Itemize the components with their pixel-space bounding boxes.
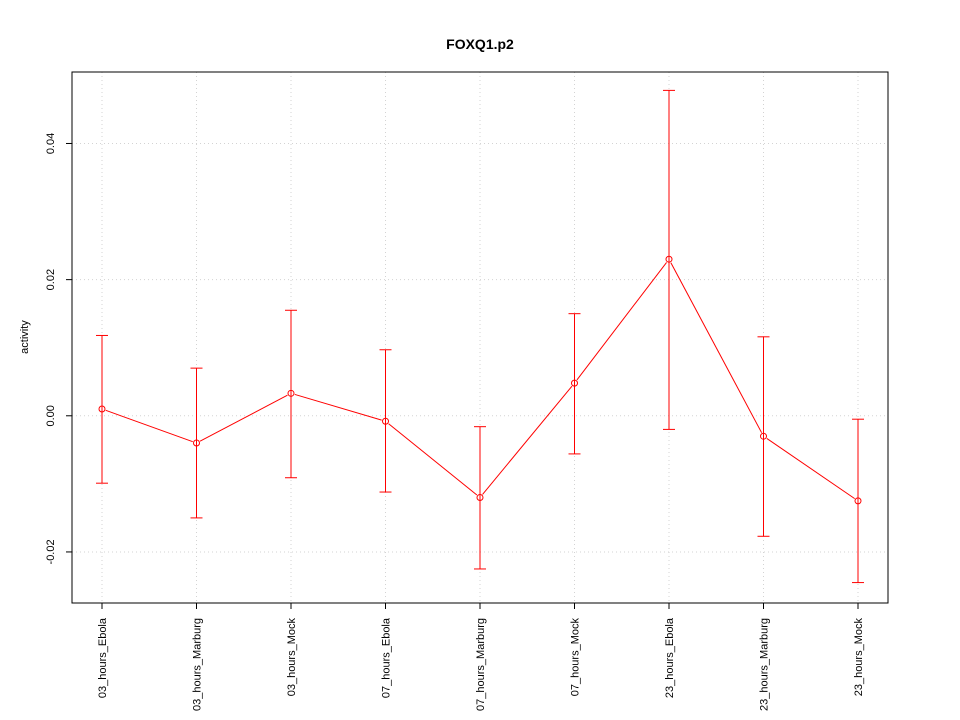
x-tick-label: 07_hours_Mock — [570, 618, 582, 697]
y-tick-label: 0.02 — [45, 269, 57, 290]
series-line-segment — [388, 423, 478, 496]
series-line-segment — [482, 385, 573, 495]
x-tick-label: 23_hours_Mock — [853, 618, 865, 697]
data-point — [571, 379, 578, 387]
data-point — [382, 417, 389, 425]
error-bar — [285, 309, 297, 479]
error-bar — [474, 426, 486, 570]
series-line-segment — [294, 393, 382, 421]
y-axis: -0.02 0.00 0.02 0.04 — [45, 133, 72, 564]
error-bar — [379, 349, 392, 493]
data-point — [476, 493, 484, 501]
y-tick-label: -0.02 — [45, 539, 57, 564]
x-axis: 03_hours_Ebola 03_hours_Marburg 03_hours_M… — [97, 603, 865, 711]
data-point — [287, 389, 295, 397]
data-point — [760, 432, 767, 440]
x-tick-label: 03_hours_Mock — [286, 618, 298, 697]
x-tick-label: 03_hours_Marburg — [192, 618, 204, 711]
series-line-segment — [670, 262, 763, 433]
error-bar — [663, 89, 675, 430]
chart-title: FOXQ1.p2 — [446, 36, 514, 52]
x-tick-label: 23_hours_Ebola — [664, 617, 676, 698]
x-tick-label: 23_hours_Marburg — [759, 618, 771, 711]
y-tick-label: 0.00 — [45, 405, 57, 426]
y-tick-label: 0.04 — [45, 133, 57, 154]
data-point — [193, 439, 200, 447]
data-point — [98, 405, 106, 413]
series-layer — [96, 89, 864, 584]
y-axis-label: activity — [19, 320, 31, 354]
series-line-segment — [576, 262, 667, 381]
error-bar — [96, 334, 108, 484]
series-line-segment — [199, 394, 288, 442]
error-bar — [190, 367, 203, 519]
x-tick-label: 03_hours_Ebola — [97, 617, 109, 698]
error-bar — [757, 336, 770, 537]
data-point — [854, 497, 862, 505]
error-bar — [568, 313, 581, 455]
series-line-segment — [766, 438, 855, 500]
error-bar — [852, 418, 864, 584]
series-line-segment — [105, 409, 193, 443]
x-tick-label: 07_hours_Ebola — [381, 617, 393, 698]
x-tick-label: 07_hours_Marburg — [475, 618, 487, 711]
data-point — [665, 255, 673, 263]
